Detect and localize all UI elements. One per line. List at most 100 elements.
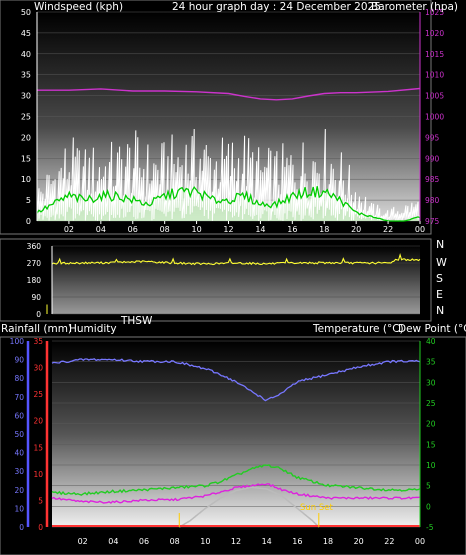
rainfall-tick-label: 10 <box>33 470 43 479</box>
wind-x-tick-label: 16 <box>287 225 297 234</box>
wind-x-tick-label: 12 <box>223 225 233 234</box>
rainfall-axis-title: Rainfall (mm) <box>1 323 72 335</box>
wind-tick-label: 15 <box>21 154 31 163</box>
barometer-tick-label: 990 <box>425 154 440 163</box>
humidity-tick-label: 80 <box>14 374 24 383</box>
wind-tick-label: 35 <box>21 71 31 80</box>
wind-tick-label: 50 <box>21 8 31 17</box>
temperature-tick-label: 15 <box>426 440 436 449</box>
thsw-series <box>178 486 320 528</box>
wind-tick-label: 5 <box>26 196 31 205</box>
direction-tick-label: 270 <box>27 259 42 268</box>
direction-tick-label: 180 <box>27 276 42 285</box>
wind-x-tick-label: 20 <box>351 225 361 234</box>
temperature-tick-label: 25 <box>426 399 436 408</box>
wind-tick-label: 20 <box>21 133 31 142</box>
temperature-tick-label: 35 <box>426 358 436 367</box>
temperature-x-tick-label: 12 <box>231 537 241 546</box>
barometer-tick-label: 1015 <box>425 50 444 59</box>
humidity-tick-label: 20 <box>14 486 24 495</box>
wind-average-series <box>36 186 421 222</box>
barometer-tick-label: 995 <box>425 133 440 142</box>
thsw-label: THSW <box>120 315 153 327</box>
temperature-tick-label: 30 <box>426 378 436 387</box>
series-layer <box>36 87 421 528</box>
wind-direction-series <box>51 253 421 266</box>
wind-x-tick-label: 02 <box>64 225 74 234</box>
barometer-tick-label: 1010 <box>425 71 444 80</box>
compass-label-w: W <box>436 256 447 269</box>
temperature-x-tick-label: 20 <box>354 537 364 546</box>
temperature-x-tick-label: 08 <box>170 537 180 546</box>
temperature-x-tick-label: 10 <box>200 537 210 546</box>
temperature-axis-title: Temperature (°C) <box>312 323 404 335</box>
temperature-tick-label: 5 <box>426 482 431 491</box>
wind-gust-series <box>36 128 421 222</box>
sunset-label: Sun Set <box>300 503 333 513</box>
wind-x-tick-label: 10 <box>191 225 201 234</box>
barometer-axis-title: Barometer (hpa) <box>371 1 458 13</box>
temperature-tick-label: -5 <box>426 523 434 532</box>
humidity-axis-title: Humidity <box>69 323 117 335</box>
humidity-series <box>51 358 421 402</box>
rainfall-tick-label: 20 <box>33 417 43 426</box>
barometer-series <box>37 87 421 101</box>
wind-tick-label: 30 <box>21 92 31 101</box>
compass-label-e: E <box>436 288 443 301</box>
barometer-tick-label: 1005 <box>425 92 444 101</box>
rainfall-tick-label: 5 <box>38 496 43 505</box>
temperature-plot-area <box>52 341 420 527</box>
temperature-tick-label: 40 <box>426 337 436 346</box>
humidity-tick-label: 40 <box>14 449 24 458</box>
compass-label-s: S <box>436 272 443 285</box>
dewpoint-series <box>51 483 421 504</box>
barometer-tick-label: 980 <box>425 196 440 205</box>
humidity-tick-label: 50 <box>14 430 24 439</box>
wind-axis-title: Windspeed (kph) <box>34 1 123 13</box>
wind-tick-label: 25 <box>21 113 31 122</box>
chart-title: 24 hour graph day : 24 December 2025 <box>172 1 381 13</box>
barometer-tick-label: 975 <box>425 217 440 226</box>
temperature-x-tick-label: 06 <box>139 537 149 546</box>
humidity-tick-label: 100 <box>10 337 25 346</box>
barometer-tick-label: 985 <box>425 175 440 184</box>
direction-tick-label: 90 <box>31 293 41 302</box>
rainfall-tick-label: 0 <box>38 523 43 532</box>
temperature-tick-label: 10 <box>426 461 436 470</box>
wind-x-tick-label: 22 <box>383 225 393 234</box>
barometer-tick-label: 1020 <box>425 29 444 38</box>
barometer-tick-label: 1000 <box>425 113 444 122</box>
temperature-x-tick-label: 02 <box>78 537 88 546</box>
barometer-tick-label: 1025 <box>425 8 444 17</box>
rainfall-tick-label: 35 <box>33 337 43 346</box>
axes-layer: 0510152025303540455097598098599099510001… <box>10 8 445 546</box>
wind-x-tick-label: 06 <box>128 225 138 234</box>
wind-x-tick-label: 04 <box>96 225 106 234</box>
wind-tick-label: 0 <box>26 217 31 226</box>
humidity-tick-label: 70 <box>14 393 24 402</box>
dewpoint-axis-title: Dew Point (°C) <box>398 323 466 335</box>
direction-tick-label: 360 <box>27 242 42 251</box>
temperature-x-tick-label: 18 <box>323 537 333 546</box>
temperature-x-tick-label: 22 <box>384 537 394 546</box>
compass-label-n-top: N <box>436 238 444 251</box>
wind-tick-label: 40 <box>21 50 31 59</box>
rainfall-tick-label: 30 <box>33 364 43 373</box>
wind-x-tick-label: 18 <box>319 225 329 234</box>
rainfall-tick-label: 25 <box>33 390 43 399</box>
humidity-tick-label: 0 <box>19 523 24 532</box>
temperature-tick-label: 0 <box>426 502 431 511</box>
temperature-x-tick-label: 14 <box>262 537 272 546</box>
temperature-x-tick-label: 00 <box>415 537 425 546</box>
wind-x-tick-label: 14 <box>255 225 265 234</box>
temperature-x-tick-label: 16 <box>292 537 302 546</box>
temperature-series <box>51 464 421 496</box>
wind-tick-label: 45 <box>21 29 31 38</box>
humidity-tick-label: 90 <box>14 356 24 365</box>
humidity-tick-label: 30 <box>14 467 24 476</box>
rainfall-tick-label: 15 <box>33 443 43 452</box>
temperature-tick-label: 20 <box>426 420 436 429</box>
wind-x-tick-label: 08 <box>160 225 170 234</box>
